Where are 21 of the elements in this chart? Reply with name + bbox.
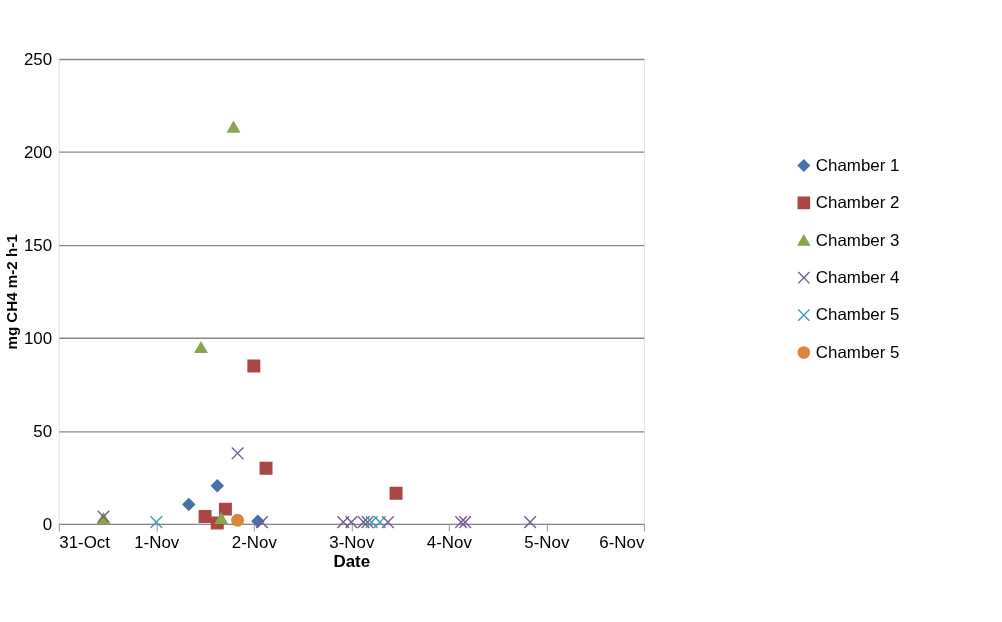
- y-tick-label: 0: [42, 514, 53, 534]
- y-tick-label: 200: [23, 142, 53, 162]
- x-tick-label: 2-Nov: [231, 533, 278, 553]
- x-tick-label: 31-Oct: [59, 533, 111, 553]
- x-tick-label: 5-Nov: [524, 533, 570, 553]
- y-tick-label: 50: [33, 421, 53, 441]
- legend-label: Chamber 5: [815, 305, 900, 325]
- x-tick-label: 1-Nov: [134, 533, 180, 553]
- legend-label: Chamber 1: [815, 155, 900, 175]
- x-axis-title: Date: [333, 552, 371, 572]
- legend-label: Chamber 4: [815, 268, 900, 288]
- y-tick-label: 150: [23, 235, 53, 255]
- y-tick-label: 100: [23, 328, 53, 348]
- legend-label: Chamber 5: [815, 342, 900, 362]
- x-tick-label: 3-Nov: [329, 533, 375, 553]
- x-tick-label: 4-Nov: [426, 533, 473, 553]
- y-axis-title: mg CH4 m-2 h-1: [2, 234, 20, 350]
- x-tick-label: 6-Nov: [599, 533, 645, 553]
- legend-label: Chamber 3: [815, 230, 900, 250]
- y-tick-label: 250: [23, 49, 53, 69]
- legend-label: Chamber 2: [815, 193, 900, 213]
